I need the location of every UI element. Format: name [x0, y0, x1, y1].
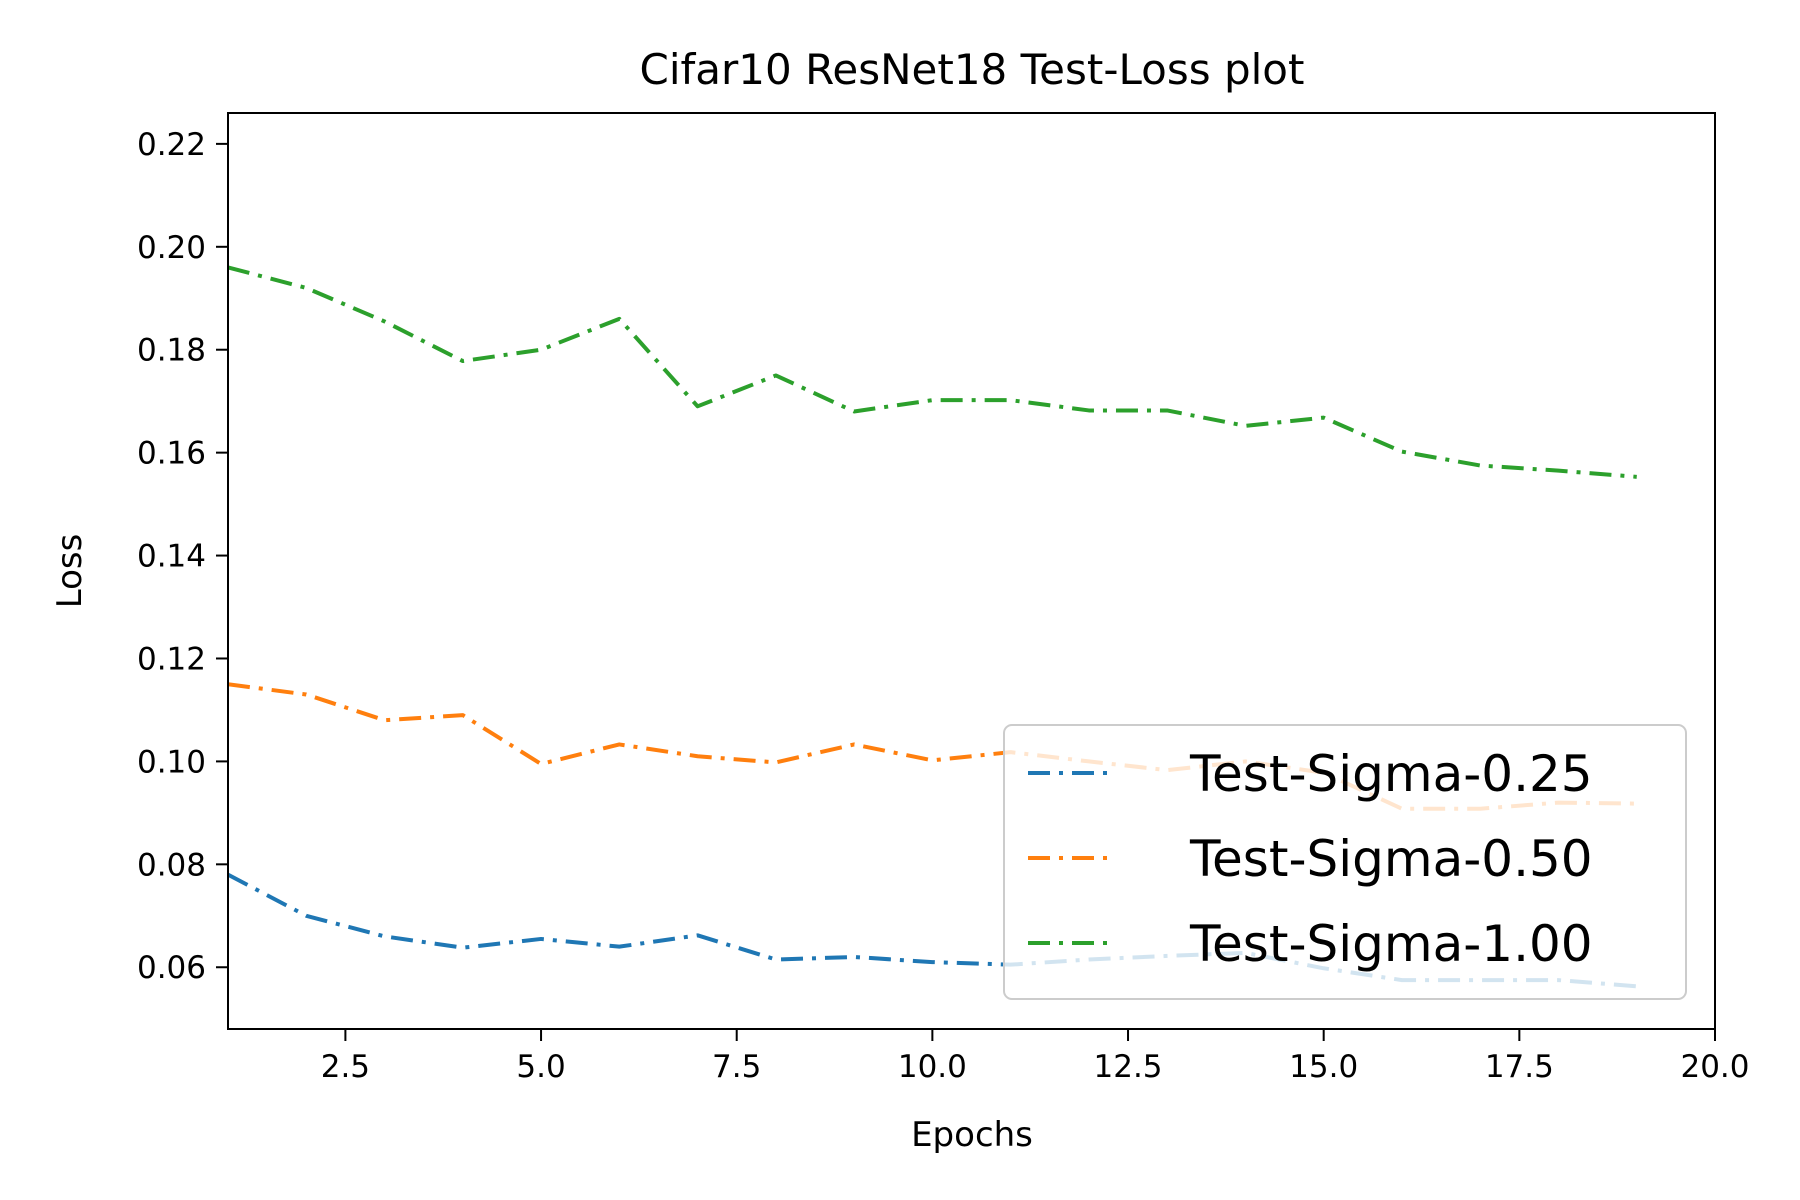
x-tick-label: 20.0 — [1680, 1049, 1749, 1085]
x-tick-label: 12.5 — [1094, 1049, 1163, 1085]
legend-label-2: Test-Sigma-0.50 — [1189, 830, 1593, 888]
x-tick-label: 10.0 — [898, 1049, 967, 1085]
y-tick-label: 0.08 — [137, 847, 206, 883]
x-tick-label: 2.5 — [321, 1049, 370, 1085]
x-axis-label: Epochs — [911, 1115, 1033, 1155]
x-tick-label: 5.0 — [516, 1049, 565, 1085]
y-tick-label: 0.14 — [137, 539, 206, 575]
y-tick-label: 0.12 — [137, 641, 206, 677]
x-tick-label: 17.5 — [1485, 1049, 1554, 1085]
legend-label-3: Test-Sigma-1.00 — [1189, 915, 1593, 973]
y-tick-label: 0.18 — [137, 333, 206, 369]
y-tick-label: 0.10 — [137, 744, 206, 780]
legend: Test-Sigma-0.25 Test-Sigma-0.50 Test-Sigma… — [1003, 724, 1687, 1000]
x-axis: 2.5 5.0 7.5 10.0 12.5 15.0 17.5 20.0 — [321, 1029, 1750, 1085]
y-tick-label: 0.06 — [137, 950, 206, 986]
x-tick-label: 7.5 — [712, 1049, 761, 1085]
legend-label-1: Test-Sigma-0.25 — [1189, 745, 1593, 803]
chart-title: Cifar10 ResNet18 Test-Loss plot — [640, 45, 1305, 94]
series-line-2 — [228, 682, 1637, 811]
x-tick-label: 15.0 — [1289, 1049, 1358, 1085]
y-tick-label: 0.22 — [137, 127, 206, 163]
y-axis-label: Loss — [50, 534, 90, 609]
y-axis: 0.06 0.08 0.10 0.12 0.14 0.16 0.18 0.20 0.22 — [137, 127, 228, 986]
y-tick-label: 0.20 — [137, 230, 206, 266]
legend-box — [1003, 724, 1687, 1000]
y-tick-label: 0.16 — [137, 436, 206, 472]
plot-area-frame — [227, 112, 1716, 1030]
series-line-3 — [228, 265, 1637, 479]
